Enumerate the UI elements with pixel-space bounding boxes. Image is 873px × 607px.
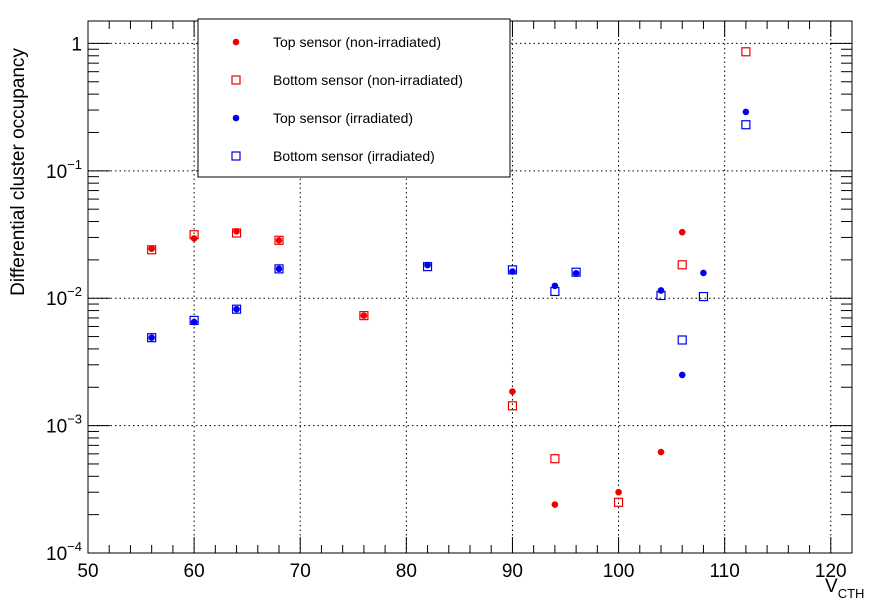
data-point (424, 261, 431, 269)
legend-marker (232, 38, 240, 46)
data-point (572, 269, 580, 277)
legend: Top sensor (non-irradiated) Bottom sensor… (197, 18, 511, 178)
data-point (551, 501, 559, 508)
data-point (742, 108, 750, 116)
y-tick-label: 10−4 (46, 539, 82, 565)
data-point (231, 304, 242, 314)
data-point (148, 245, 155, 252)
data-point (359, 311, 369, 321)
x-tick-label: 50 (77, 561, 98, 582)
data-point (233, 305, 240, 313)
data-point (615, 488, 622, 496)
data-point (275, 236, 283, 244)
legend-marker (231, 75, 241, 85)
data-point (422, 262, 433, 272)
y-tick-base: 10 (46, 289, 67, 310)
data-point (509, 388, 516, 395)
data-point (360, 312, 368, 319)
x-tick-label: 60 (184, 561, 205, 582)
data-point (677, 335, 687, 345)
data-point (550, 454, 560, 464)
data-point (677, 260, 687, 270)
data-point (678, 371, 686, 379)
x-tick-label: 70 (290, 561, 311, 582)
data-point (147, 333, 157, 343)
y-tick-label: 10−1 (46, 157, 82, 183)
x-tick-label: 110 (710, 561, 740, 582)
data-point (741, 47, 751, 57)
y-tick-label: 10−3 (46, 412, 82, 438)
x-axis-label-subscript: CTH (838, 586, 865, 601)
data-point (678, 228, 686, 236)
legend-label: Bottom sensor (irradiated) (273, 148, 435, 164)
legend-label: Top sensor (irradiated) (273, 110, 413, 126)
x-axis-label-main: V (825, 576, 838, 597)
x-tick-label: 120 (815, 561, 847, 582)
data-point (571, 267, 581, 277)
y-tick-base: 10 (46, 162, 67, 183)
data-point (613, 497, 624, 507)
y-tick-base: 10 (46, 544, 67, 565)
data-point (551, 282, 559, 290)
legend-box (197, 18, 511, 178)
data-point (657, 448, 665, 456)
x-axis-label: VCTH (825, 576, 864, 601)
y-tick-exponent: −3 (67, 412, 82, 427)
legend-marker (232, 114, 240, 122)
x-tick-label: 100 (603, 561, 635, 582)
data-point (509, 268, 516, 275)
data-point (189, 315, 199, 325)
data-point (700, 269, 707, 277)
data-point (233, 228, 240, 235)
y-tick-exponent: −1 (67, 157, 82, 172)
y-tick-label: 1 (71, 34, 82, 55)
data-point (657, 287, 665, 294)
legend-label: Bottom sensor (non-irradiated) (273, 72, 463, 88)
data-point (656, 290, 666, 301)
y-tick-label: 10−2 (46, 284, 82, 310)
data-point (148, 334, 155, 341)
x-tick-label: 90 (502, 561, 523, 582)
data-point (550, 286, 560, 297)
x-tick-label: 80 (396, 561, 417, 582)
y-tick-exponent: −4 (67, 539, 82, 554)
data-point (741, 120, 751, 130)
y-tick-base: 1 (71, 34, 82, 55)
data-point (189, 230, 199, 240)
legend-marker (231, 151, 241, 161)
data-point (274, 264, 284, 274)
data-point (190, 318, 198, 326)
y-axis-label: Differential cluster occupancy (8, 48, 29, 296)
data-point (147, 245, 157, 255)
y-tick-base: 10 (46, 417, 67, 438)
data-points (147, 47, 751, 508)
data-point (507, 401, 518, 411)
data-point (275, 265, 283, 273)
data-point (274, 235, 284, 245)
data-point (698, 291, 709, 302)
legend-label: Top sensor (non-irradiated) (273, 34, 441, 50)
data-point (507, 265, 518, 275)
y-tick-exponent: −2 (67, 284, 82, 299)
data-point (231, 228, 242, 238)
